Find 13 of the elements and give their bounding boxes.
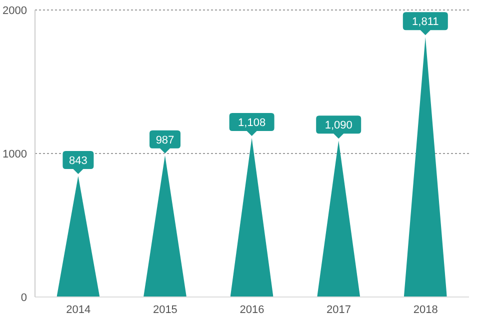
- y-tick-label: 2000: [2, 4, 27, 17]
- x-tick-label: 2016: [240, 304, 264, 316]
- data-label: 1,090: [324, 120, 352, 132]
- y-tick-label: 1000: [2, 148, 27, 160]
- x-tick-label: 2014: [66, 304, 91, 316]
- x-tick-label: 2015: [152, 304, 178, 316]
- data-label: 843: [69, 155, 88, 168]
- data-label: 1,811: [412, 16, 439, 28]
- data-label: 987: [156, 134, 174, 146]
- x-tick-label: 2017: [326, 304, 352, 316]
- data-label: 1,108: [238, 117, 266, 129]
- y-tick-label: 0: [20, 292, 27, 304]
- x-tick-label: 2018: [413, 304, 438, 316]
